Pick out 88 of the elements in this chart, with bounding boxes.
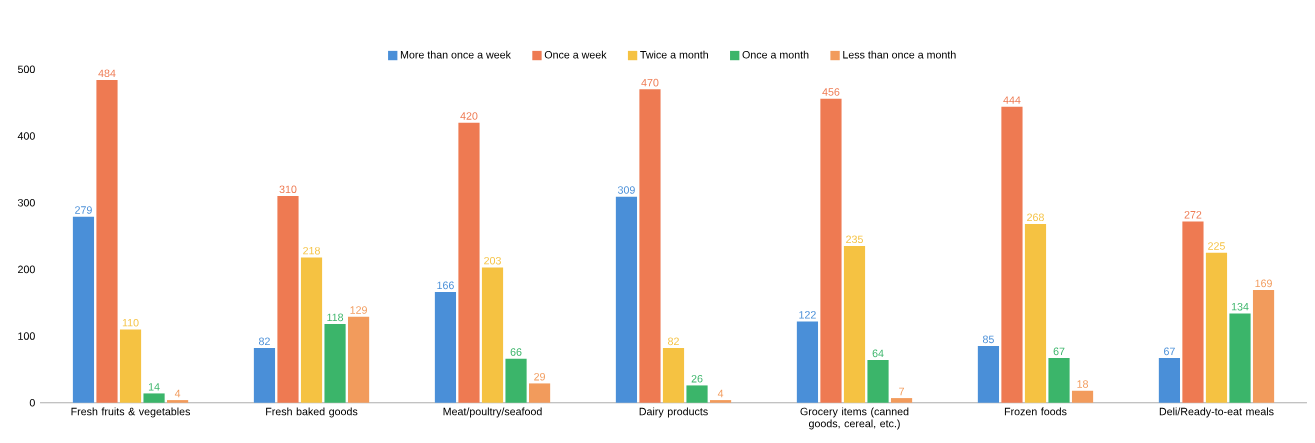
bar <box>1182 221 1204 403</box>
bar <box>253 348 276 403</box>
data-label: 85 <box>982 335 994 344</box>
data-label: 279 <box>75 206 92 214</box>
y-tick-label: 300 <box>17 199 35 207</box>
data-label: 4 <box>717 389 724 398</box>
bar <box>1158 358 1181 403</box>
legend-label: Once a month <box>742 50 809 59</box>
data-label: 118 <box>327 313 344 322</box>
bar <box>1252 290 1275 403</box>
data-label: 4 <box>174 389 181 398</box>
data-label: 18 <box>1077 380 1089 388</box>
bar <box>481 267 504 403</box>
bar <box>977 346 1000 403</box>
bar <box>1229 313 1251 403</box>
y-tick-label: 100 <box>18 332 35 340</box>
data-label: 134 <box>1231 303 1249 311</box>
data-label: 67 <box>1053 347 1065 356</box>
bar <box>119 329 142 403</box>
x-tick-label: Dairy products <box>639 407 708 418</box>
data-label: 268 <box>1027 213 1044 222</box>
bar <box>528 383 551 403</box>
data-label: 310 <box>279 185 297 194</box>
data-label: 444 <box>1003 96 1021 104</box>
bar <box>277 196 299 403</box>
data-label: 272 <box>1184 211 1202 219</box>
y-tick-label: 400 <box>17 132 35 140</box>
x-tick-label: Fresh fruits & vegetables <box>71 407 191 418</box>
bar <box>639 89 661 403</box>
legend-label: Twice a month <box>640 50 708 59</box>
data-label: 82 <box>258 337 270 346</box>
x-tick-label: Meat/poultry/seafood <box>443 407 542 418</box>
data-label: 166 <box>437 281 454 290</box>
data-label: 14 <box>148 383 160 391</box>
data-label: 169 <box>1255 279 1272 288</box>
data-label: 218 <box>303 247 320 255</box>
data-label: 82 <box>668 337 679 346</box>
y-tick-label: 200 <box>18 265 35 274</box>
bar <box>867 360 889 403</box>
y-tick-label: 500 <box>17 65 35 74</box>
data-label: 67 <box>1164 347 1175 356</box>
data-label: 203 <box>484 257 501 265</box>
bar <box>434 292 457 403</box>
data-label: 420 <box>460 112 478 120</box>
data-label: 7 <box>899 387 904 396</box>
x-tick-label: Fresh baked goods <box>266 407 358 418</box>
x-tick-label: Deli/Ready-to-eat meals <box>1159 407 1274 418</box>
bar <box>615 196 638 403</box>
bar <box>167 400 189 403</box>
data-label: 129 <box>350 306 367 314</box>
data-label: 309 <box>617 186 635 194</box>
bar <box>843 246 866 403</box>
bar <box>324 324 346 403</box>
bar <box>820 98 842 403</box>
y-tick-label: 0 <box>29 399 35 407</box>
bar <box>709 400 732 403</box>
bar <box>1071 390 1094 403</box>
x-tick-label: Grocery items (canned goods, cereal, etc.) <box>800 407 909 430</box>
bar <box>686 385 708 403</box>
bar <box>458 122 480 403</box>
x-tick-label: Frozen foods <box>1004 407 1067 416</box>
bar <box>72 216 95 403</box>
bar <box>96 80 118 403</box>
data-label: 484 <box>98 69 116 78</box>
bar <box>890 398 913 403</box>
legend-label: Once a week <box>544 50 607 59</box>
bar <box>347 316 370 403</box>
bar <box>796 321 819 403</box>
data-label: 64 <box>872 349 884 358</box>
bar <box>300 257 323 403</box>
legend-label: More than once a week <box>400 50 511 59</box>
data-label: 225 <box>1208 242 1225 250</box>
data-label: 26 <box>691 375 703 383</box>
data-label: 122 <box>799 311 816 319</box>
data-label: 456 <box>822 88 840 96</box>
bar <box>143 393 165 403</box>
bar <box>1001 106 1023 403</box>
bar <box>1048 358 1070 403</box>
legend-label: Less than once a month <box>843 50 956 59</box>
data-label: 235 <box>846 235 863 244</box>
data-label: 110 <box>122 319 139 327</box>
bar <box>1205 252 1228 403</box>
bar <box>662 348 685 403</box>
data-label: 470 <box>641 78 659 87</box>
data-label: 66 <box>510 348 522 356</box>
data-label: 29 <box>534 373 545 381</box>
bar <box>1024 224 1047 403</box>
bar <box>505 358 527 403</box>
